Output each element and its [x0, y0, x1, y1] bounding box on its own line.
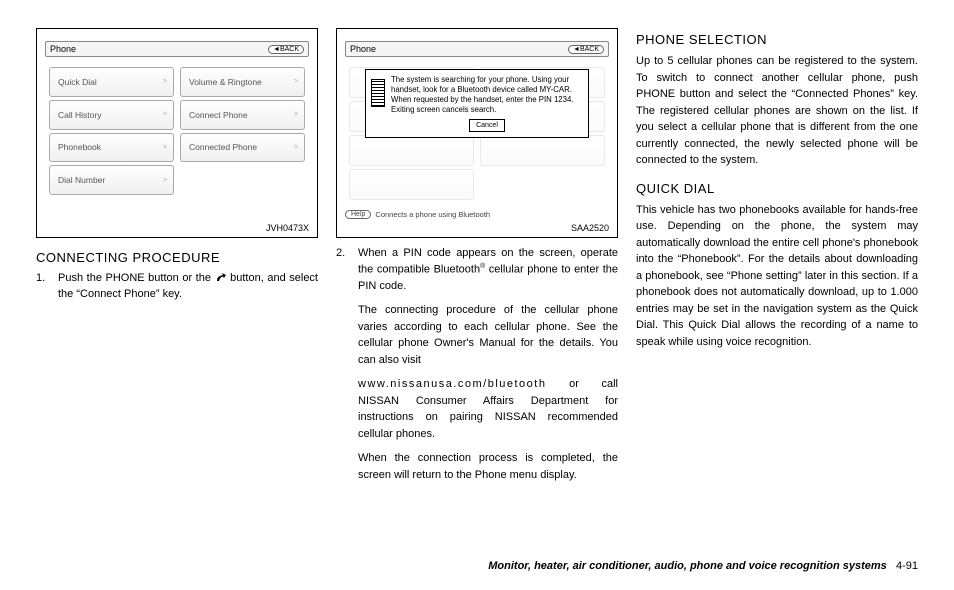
handset-icon [371, 79, 385, 107]
figure-code: JVH0473X [45, 223, 309, 233]
quick-dial-heading: QUICK DIAL [636, 181, 918, 196]
phone-selection-heading: PHONE SELECTION [636, 32, 918, 47]
back-button[interactable]: ◄BACK [268, 45, 304, 54]
screen-title: Phone [50, 44, 76, 54]
step-1-text: Push the PHONE button or the button, and… [58, 271, 318, 303]
phone-menu-grid: Quick Dial Volume & Ringtone Call Histor… [45, 61, 309, 201]
step-number-2: 2. [336, 246, 350, 294]
step-2-text: When a PIN code appears on the screen, o… [358, 246, 618, 294]
menu-volume-ringtone[interactable]: Volume & Ringtone [180, 67, 305, 97]
col2-para-1: The connecting procedure of the cellular… [358, 302, 618, 368]
figure-1: Phone ◄BACK Quick Dial Volume & Ringtone… [36, 28, 318, 238]
phone-screen-dialog: Phone ◄BACK The system is searching for … [345, 41, 609, 219]
screen-title-2: Phone [350, 44, 376, 54]
menu-connected-phone[interactable]: Connected Phone [180, 133, 305, 163]
column-1: Phone ◄BACK Quick Dial Volume & Ringtone… [36, 28, 318, 518]
cancel-button[interactable]: Cancel [469, 119, 505, 132]
help-row: Help Connects a phone using Bluetooth [345, 210, 609, 219]
dialog-content: The system is searching for your phone. … [391, 75, 583, 132]
dialog-text: The system is searching for your phone. … [391, 75, 583, 116]
phone-arrow-icon [215, 273, 227, 283]
footer-title: Monitor, heater, air conditioner, audio,… [488, 560, 887, 572]
page-columns: Phone ◄BACK Quick Dial Volume & Ringtone… [36, 28, 918, 518]
screen-header-2: Phone ◄BACK [345, 41, 609, 57]
column-2: Phone ◄BACK The system is searching for … [336, 28, 618, 518]
help-button[interactable]: Help [345, 210, 371, 219]
searching-dialog: The system is searching for your phone. … [365, 69, 589, 138]
figure-code-2: SAA2520 [345, 223, 609, 233]
phone-selection-text: Up to 5 cellular phones can be registere… [636, 53, 918, 169]
page-footer: Monitor, heater, air conditioner, audio,… [488, 560, 918, 572]
screen-header: Phone ◄BACK [45, 41, 309, 57]
phone-screen-menu: Phone ◄BACK Quick Dial Volume & Ringtone… [45, 41, 309, 219]
dialog-area: The system is searching for your phone. … [345, 61, 609, 206]
menu-phonebook[interactable]: Phonebook [49, 133, 174, 163]
help-text: Connects a phone using Bluetooth [375, 210, 490, 219]
quick-dial-text: This vehicle has two phonebooks availabl… [636, 202, 918, 351]
menu-connect-phone[interactable]: Connect Phone [180, 100, 305, 130]
col2-para-2: www.nissanusa.com/bluetooth or call NISS… [358, 376, 618, 442]
col2-para-3: When the connection process is completed… [358, 450, 618, 483]
figure-2: Phone ◄BACK The system is searching for … [336, 28, 618, 238]
column-3: PHONE SELECTION Up to 5 cellular phones … [636, 28, 918, 518]
menu-call-history[interactable]: Call History [49, 100, 174, 130]
page-number: 4-91 [896, 560, 918, 572]
menu-quick-dial[interactable]: Quick Dial [49, 67, 174, 97]
step-1: 1. Push the PHONE button or the button, … [36, 271, 318, 303]
step-2: 2. When a PIN code appears on the screen… [336, 246, 618, 294]
back-button-2[interactable]: ◄BACK [568, 45, 604, 54]
connecting-procedure-heading: CONNECTING PROCEDURE [36, 250, 318, 265]
step-number: 1. [36, 271, 50, 303]
menu-dial-number[interactable]: Dial Number [49, 165, 174, 195]
